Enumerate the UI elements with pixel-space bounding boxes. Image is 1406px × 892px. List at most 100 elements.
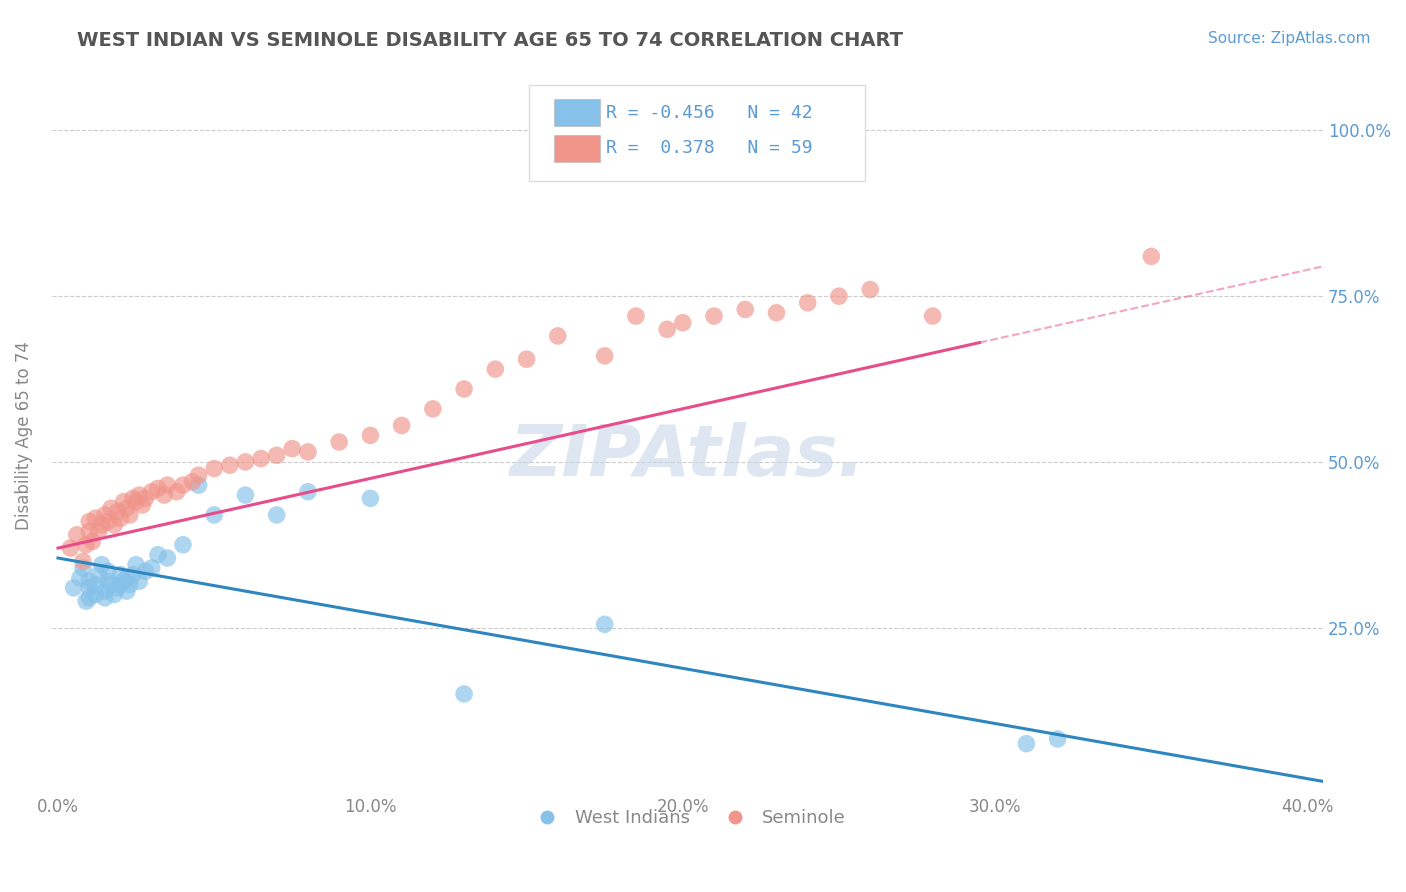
Point: [97, 574, 120, 589]
Point: [153, 488, 176, 502]
Point: [75, 538, 97, 552]
Point: [734, 302, 756, 317]
Point: [859, 283, 882, 297]
Point: [391, 418, 413, 433]
Point: [77, 591, 100, 605]
Point: [94, 584, 117, 599]
Point: [97, 564, 120, 578]
Point: [422, 401, 444, 416]
Point: [105, 505, 128, 519]
Point: [103, 587, 125, 601]
Point: [87, 524, 110, 539]
Point: [297, 484, 319, 499]
Text: R =  0.378   N = 59: R = 0.378 N = 59: [606, 139, 813, 157]
Text: WEST INDIAN VS SEMINOLE DISABILITY AGE 65 TO 74 CORRELATION CHART: WEST INDIAN VS SEMINOLE DISABILITY AGE 6…: [77, 31, 903, 50]
Point: [266, 448, 288, 462]
Point: [281, 442, 304, 456]
Point: [1140, 249, 1163, 263]
Point: [66, 528, 89, 542]
Point: [110, 577, 132, 591]
Point: [125, 558, 148, 572]
Point: [87, 567, 110, 582]
Point: [134, 564, 156, 578]
Point: [1015, 737, 1038, 751]
Point: [110, 567, 132, 582]
Point: [112, 574, 135, 589]
Point: [77, 574, 100, 589]
Y-axis label: Disability Age 65 to 74: Disability Age 65 to 74: [15, 341, 32, 530]
Point: [82, 534, 104, 549]
FancyBboxPatch shape: [554, 135, 600, 162]
FancyBboxPatch shape: [529, 85, 866, 181]
Point: [453, 687, 475, 701]
Point: [703, 309, 725, 323]
Point: [112, 494, 135, 508]
Point: [235, 455, 257, 469]
Point: [115, 501, 138, 516]
Point: [359, 428, 381, 442]
Point: [125, 494, 148, 508]
Point: [84, 511, 107, 525]
Point: [328, 435, 350, 450]
Point: [105, 581, 128, 595]
Point: [97, 515, 120, 529]
Point: [202, 508, 225, 522]
Point: [156, 478, 179, 492]
Point: [141, 561, 163, 575]
Point: [146, 548, 169, 562]
Point: [921, 309, 943, 323]
Point: [297, 445, 319, 459]
Point: [593, 617, 616, 632]
Point: [118, 577, 141, 591]
Point: [131, 498, 153, 512]
Point: [172, 538, 194, 552]
Text: R = -0.456   N = 42: R = -0.456 N = 42: [606, 103, 813, 121]
Point: [122, 567, 145, 582]
Point: [90, 517, 112, 532]
Point: [128, 574, 150, 589]
Point: [134, 491, 156, 506]
Text: ZIPAtlas.: ZIPAtlas.: [509, 423, 866, 491]
Point: [69, 571, 91, 585]
Point: [77, 515, 100, 529]
Point: [141, 484, 163, 499]
Legend: West Indians, Seminole: West Indians, Seminole: [522, 802, 852, 834]
Point: [1046, 731, 1069, 746]
Point: [453, 382, 475, 396]
Point: [118, 508, 141, 522]
Point: [516, 352, 538, 367]
Point: [172, 478, 194, 492]
Point: [94, 508, 117, 522]
Point: [796, 295, 818, 310]
Point: [156, 551, 179, 566]
FancyBboxPatch shape: [554, 99, 600, 126]
Point: [484, 362, 506, 376]
Point: [110, 511, 132, 525]
Point: [100, 501, 122, 516]
Point: [94, 591, 117, 605]
Point: [181, 475, 204, 489]
Point: [84, 577, 107, 591]
Point: [765, 306, 787, 320]
Point: [187, 478, 209, 492]
Point: [266, 508, 288, 522]
Point: [828, 289, 851, 303]
Point: [128, 488, 150, 502]
Point: [166, 484, 188, 499]
Point: [84, 587, 107, 601]
Point: [59, 541, 82, 555]
Point: [202, 461, 225, 475]
Point: [250, 451, 273, 466]
Point: [72, 561, 94, 575]
Point: [103, 517, 125, 532]
Point: [62, 581, 84, 595]
Point: [122, 491, 145, 506]
Text: Source: ZipAtlas.com: Source: ZipAtlas.com: [1208, 31, 1371, 46]
Point: [100, 577, 122, 591]
Point: [624, 309, 647, 323]
Point: [235, 488, 257, 502]
Point: [77, 524, 100, 539]
Point: [90, 558, 112, 572]
Point: [77, 581, 100, 595]
Point: [187, 468, 209, 483]
